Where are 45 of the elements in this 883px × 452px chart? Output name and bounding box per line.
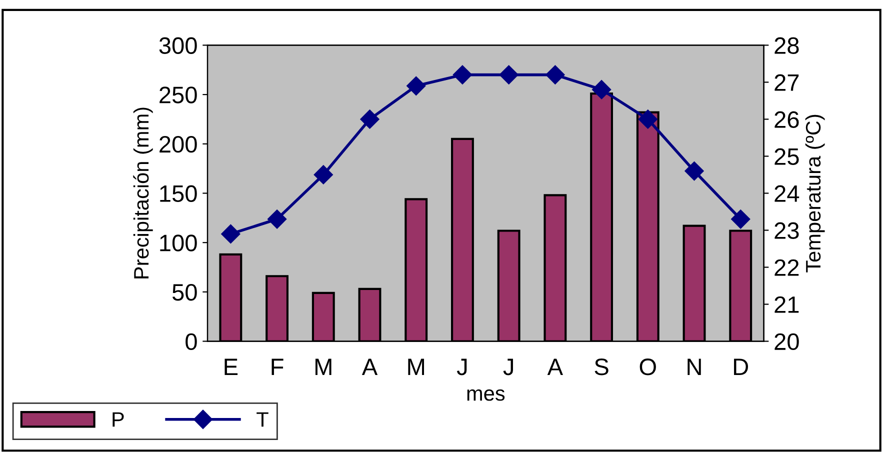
x-tick-label: M — [316, 358, 332, 376]
y-tick-label: 200 — [160, 136, 197, 153]
legend-label: T — [256, 412, 268, 427]
point — [638, 110, 658, 129]
x-axis-title: mes — [467, 389, 505, 401]
x-tick-label: A — [362, 358, 378, 376]
y2-tick-label: 23 — [774, 222, 799, 240]
point — [684, 161, 704, 181]
y-tick-label: 250 — [160, 86, 197, 104]
point — [452, 65, 472, 84]
x-tick-label: N — [688, 358, 701, 376]
y2-tick-label: 22 — [774, 259, 799, 276]
point — [268, 210, 287, 229]
y2-tick-label: 27 — [774, 74, 799, 91]
x-tick-label: F — [272, 358, 284, 376]
y2-tick-label: 26 — [774, 111, 799, 128]
x-tick-label: M — [408, 358, 424, 376]
x-tick-label: S — [594, 358, 608, 376]
point — [221, 224, 240, 244]
y-axis-title: Precipitación (mm) — [133, 108, 153, 278]
y2-tick-label: 24 — [774, 185, 800, 202]
legend-label: P — [112, 412, 124, 427]
y2-tick-label: 20 — [774, 333, 799, 350]
point — [546, 65, 565, 84]
y-tick-label: 0 — [186, 333, 197, 350]
point — [314, 165, 333, 184]
y2-axis-title: Temperatura (ºC) — [805, 114, 825, 272]
point — [592, 80, 612, 100]
point — [731, 210, 750, 229]
x-tick-label: E — [224, 358, 238, 376]
y-tick-label: 100 — [160, 234, 197, 252]
x-tick-label: J — [456, 358, 467, 376]
y-tick-label: 50 — [172, 284, 197, 301]
x-tick-label: O — [640, 358, 656, 376]
y-tick-label: 300 — [159, 37, 197, 54]
x-tick-label: J — [503, 358, 513, 376]
x-tick-label: D — [734, 358, 748, 376]
point — [360, 110, 380, 129]
x-tick-label: A — [547, 358, 564, 376]
point — [499, 65, 518, 84]
y2-tick-label: 25 — [774, 148, 799, 166]
point — [406, 76, 426, 96]
y-tick-label: 150 — [160, 185, 197, 202]
y2-tick-label: 28 — [774, 37, 799, 54]
y2-tick-label: 21 — [774, 296, 799, 313]
